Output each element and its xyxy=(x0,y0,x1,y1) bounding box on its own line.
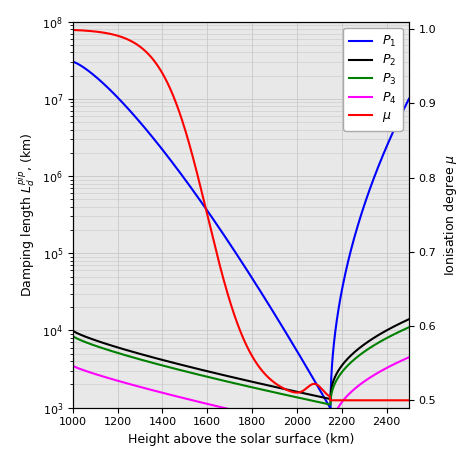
$P_3$ xyxy=(406,325,412,330)
$P_2$ xyxy=(321,395,327,400)
Legend: $P_1$, $P_2$, $P_3$, $P_4$, $\mu$: $P_1$, $P_2$, $P_3$, $P_4$, $\mu$ xyxy=(343,28,403,131)
Line: $P_1$: $P_1$ xyxy=(73,62,409,408)
$P_4$ xyxy=(346,391,352,396)
$P_3$ xyxy=(346,361,352,367)
$P_1$ xyxy=(406,96,412,101)
$P_4$ xyxy=(289,420,294,426)
$P_1$ xyxy=(198,199,204,205)
Y-axis label: Ionisation degree $\mu$: Ionisation degree $\mu$ xyxy=(442,154,459,276)
$P_3$ xyxy=(70,333,75,339)
$P_3$ xyxy=(289,393,294,399)
$P_4$ xyxy=(329,430,335,435)
$P_1$ xyxy=(70,59,75,65)
$P_3$ xyxy=(272,390,277,395)
$\mu$ xyxy=(346,397,352,403)
$P_3$ xyxy=(328,402,333,408)
$P_2$ xyxy=(346,355,352,360)
$P_4$ xyxy=(70,363,75,368)
$P_3$ xyxy=(321,401,327,406)
X-axis label: Height above the solar surface (km): Height above the solar surface (km) xyxy=(128,433,354,446)
Line: $P_4$: $P_4$ xyxy=(73,357,409,432)
$\mu$ xyxy=(131,40,137,45)
$P_2$ xyxy=(406,316,412,322)
$\mu$ xyxy=(289,389,294,395)
$P_4$ xyxy=(406,355,412,360)
$\mu$ xyxy=(321,388,327,394)
$P_1$ xyxy=(131,112,137,118)
$\mu$ xyxy=(198,187,204,193)
$P_4$ xyxy=(131,383,137,388)
$P_2$ xyxy=(131,349,137,355)
$P_3$ xyxy=(131,355,137,361)
Y-axis label: Damping length $L_d^{pip}$, (km): Damping length $L_d^{pip}$, (km) xyxy=(15,132,36,297)
$P_1$ xyxy=(272,311,277,317)
$P_2$ xyxy=(289,388,294,393)
$P_1$ xyxy=(346,254,352,260)
$P_1$ xyxy=(289,339,294,344)
$P_1$ xyxy=(328,406,333,411)
Line: $P_3$: $P_3$ xyxy=(73,327,409,405)
$\mu$ xyxy=(406,397,412,403)
Line: $P_2$: $P_2$ xyxy=(73,319,409,399)
$P_4$ xyxy=(198,400,204,405)
$P_2$ xyxy=(70,328,75,333)
$\mu$ xyxy=(327,397,333,403)
$P_1$ xyxy=(321,394,327,399)
$P_2$ xyxy=(328,396,333,402)
$P_4$ xyxy=(321,428,327,433)
$P_4$ xyxy=(272,417,277,422)
$P_3$ xyxy=(198,372,204,378)
Line: $\mu$: $\mu$ xyxy=(73,30,409,400)
$\mu$ xyxy=(70,27,75,33)
$\mu$ xyxy=(272,380,277,385)
$P_2$ xyxy=(272,384,277,390)
$P_2$ xyxy=(198,367,204,372)
